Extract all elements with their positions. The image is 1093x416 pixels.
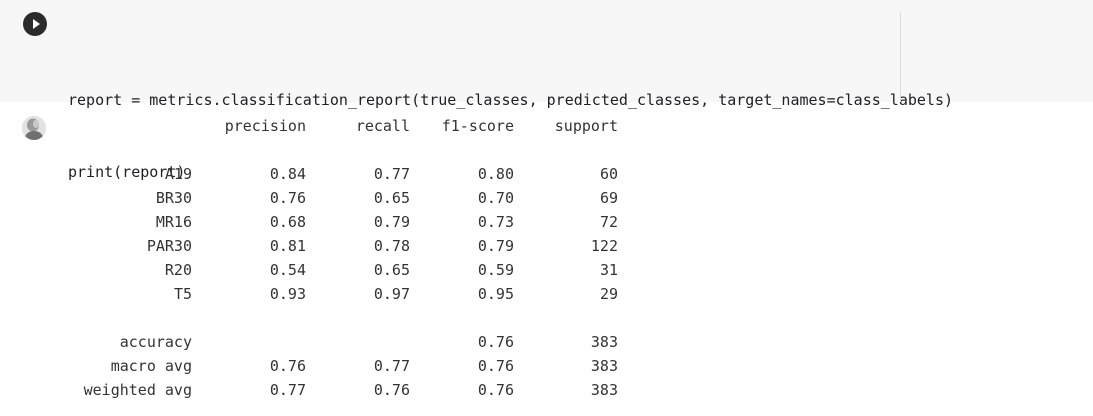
output-avatar — [22, 116, 46, 140]
summary-row: weighted avg 0.77 0.76 0.76 383 — [68, 378, 628, 402]
row-recall: 0.77 — [373, 357, 410, 375]
report-spacer — [68, 306, 628, 330]
row-label: macro avg — [110, 357, 192, 375]
row-support: 60 — [599, 165, 618, 183]
header-f1-score: f1-score — [441, 117, 514, 135]
row-precision: 0.77 — [269, 381, 306, 399]
row-support: 383 — [590, 381, 618, 399]
row-label: R20 — [164, 261, 192, 279]
row-precision: 0.76 — [269, 189, 306, 207]
row-f1-score: 0.76 — [477, 333, 514, 351]
row-f1-score: 0.95 — [477, 285, 514, 303]
row-recall: 0.77 — [373, 165, 410, 183]
line-length-ruler — [900, 12, 901, 102]
row-f1-score: 0.79 — [477, 237, 514, 255]
report-row: R20 0.54 0.65 0.59 31 — [68, 258, 628, 282]
row-precision: 0.81 — [269, 237, 306, 255]
row-label: weighted avg — [83, 381, 192, 399]
report-spacer — [68, 138, 628, 162]
code-editor[interactable]: report = metrics.classification_report(t… — [68, 40, 953, 232]
row-recall: 0.76 — [373, 381, 410, 399]
row-support: 31 — [599, 261, 618, 279]
row-precision: 0.93 — [269, 285, 306, 303]
row-recall: 0.65 — [373, 261, 410, 279]
report-row: MR16 0.68 0.79 0.73 72 — [68, 210, 628, 234]
row-recall: 0.97 — [373, 285, 410, 303]
row-support: 29 — [599, 285, 618, 303]
report-header-row: precision recall f1-score support — [68, 114, 628, 138]
summary-row: accuracy 0.76 383 — [68, 330, 628, 354]
classification-report: precision recall f1-score support A19 0.… — [68, 114, 628, 402]
row-recall: 0.79 — [373, 213, 410, 231]
row-f1-score: 0.76 — [477, 381, 514, 399]
row-label: accuracy — [119, 333, 192, 351]
row-precision: 0.84 — [269, 165, 306, 183]
header-recall: recall — [355, 117, 410, 135]
row-support: 122 — [590, 237, 618, 255]
code-cell[interactable]: report = metrics.classification_report(t… — [0, 0, 1093, 181]
row-f1-score: 0.59 — [477, 261, 514, 279]
row-recall: 0.78 — [373, 237, 410, 255]
code-line: print(report) — [68, 163, 186, 181]
report-row: A19 0.84 0.77 0.80 60 — [68, 162, 628, 186]
report-row: PAR30 0.81 0.78 0.79 122 — [68, 234, 628, 258]
header-precision: precision — [224, 117, 306, 135]
row-precision: 0.76 — [269, 357, 306, 375]
row-label: PAR30 — [146, 237, 192, 255]
row-support: 383 — [590, 333, 618, 351]
run-cell-button[interactable] — [23, 12, 47, 36]
row-support: 383 — [590, 357, 618, 375]
play-icon — [33, 19, 40, 29]
row-support: 72 — [599, 213, 618, 231]
row-precision: 0.68 — [269, 213, 306, 231]
report-row: BR30 0.76 0.65 0.70 69 — [68, 186, 628, 210]
row-f1-score: 0.73 — [477, 213, 514, 231]
row-support: 69 — [599, 189, 618, 207]
user-avatar-icon — [22, 116, 46, 140]
row-label: MR16 — [155, 213, 192, 231]
row-label: BR30 — [155, 189, 192, 207]
header-support: support — [554, 117, 618, 135]
row-recall: 0.65 — [373, 189, 410, 207]
row-label: A19 — [164, 165, 192, 183]
report-row: T5 0.93 0.97 0.95 29 — [68, 282, 628, 306]
row-f1-score: 0.76 — [477, 357, 514, 375]
row-f1-score: 0.80 — [477, 165, 514, 183]
summary-row: macro avg 0.76 0.77 0.76 383 — [68, 354, 628, 378]
row-f1-score: 0.70 — [477, 189, 514, 207]
code-line: report = metrics.classification_report(t… — [68, 91, 954, 109]
row-label: T5 — [173, 285, 192, 303]
row-precision: 0.54 — [269, 261, 306, 279]
